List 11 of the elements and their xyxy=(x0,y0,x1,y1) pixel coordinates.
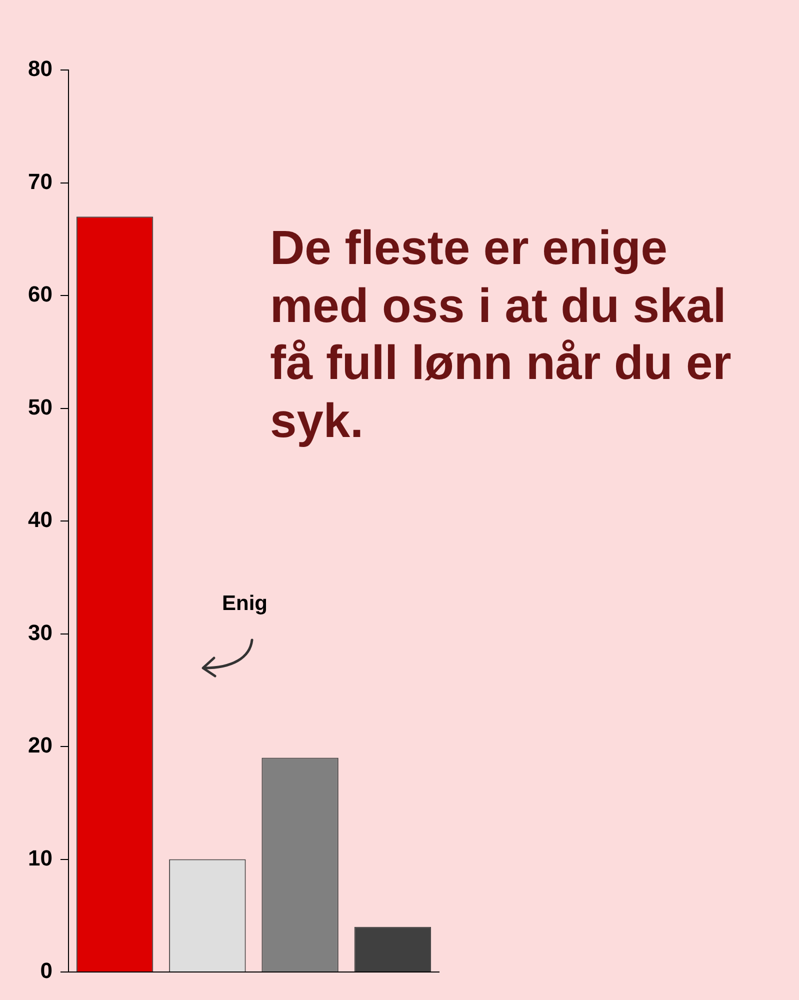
y-tick-label: 10 xyxy=(28,845,52,870)
y-tick-label: 30 xyxy=(28,620,52,645)
y-tick-label: 80 xyxy=(28,56,52,82)
annotation: Enig xyxy=(222,592,268,616)
y-tick-label: 20 xyxy=(28,732,52,758)
y-tick-label: 40 xyxy=(28,507,52,532)
y-tick-label: 50 xyxy=(28,394,52,420)
y-tick-label: 0 xyxy=(40,958,52,984)
y-tick-label: 60 xyxy=(28,282,52,307)
y-tick-label: 70 xyxy=(28,168,52,194)
text: De fleste er enige med oss i at du skal få full lønn når du er syk. xyxy=(270,221,732,450)
